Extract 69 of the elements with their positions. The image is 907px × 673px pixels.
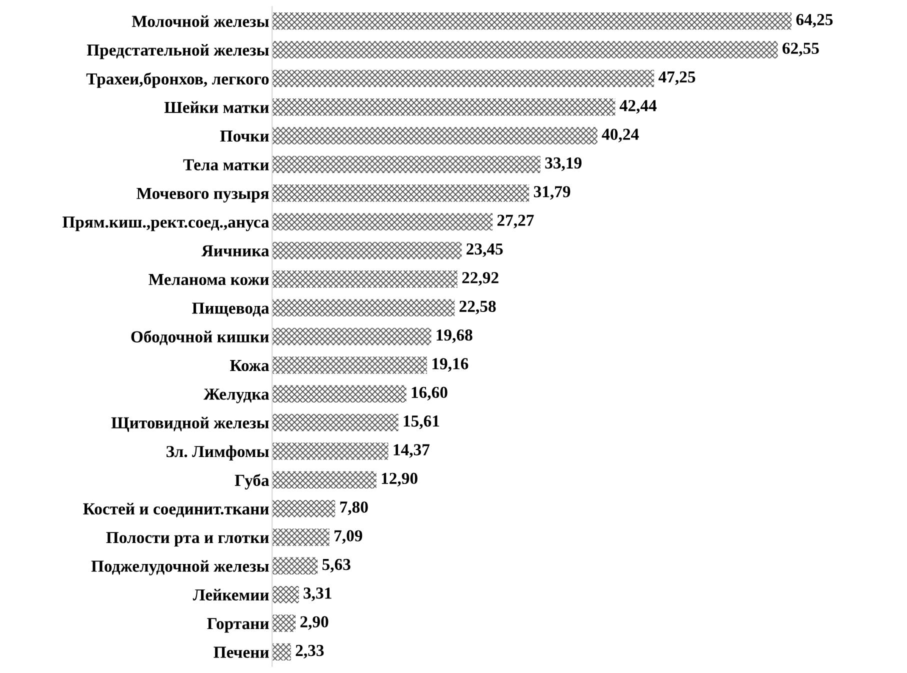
bar: [272, 471, 376, 488]
y-tick-label: Меланома кожи: [148, 274, 269, 286]
y-tick-label: Яичника: [201, 245, 270, 256]
data-label: 42,44: [620, 100, 657, 114]
bar: [272, 614, 296, 632]
y-tick-label: Ободочной кишки: [131, 330, 269, 346]
data-label: 15,61: [404, 416, 440, 430]
y-tick-label: Гортани: [207, 618, 269, 633]
bar: [272, 528, 330, 546]
y-tick-label: Щитовидной железы: [111, 416, 269, 432]
y-tick-label: Полости рта и глотки: [106, 532, 269, 547]
y-tick-label: Предстательной железы: [86, 44, 269, 60]
y-tick-label: Кожа: [230, 360, 270, 372]
bar: [272, 156, 540, 174]
bar: [272, 299, 455, 316]
y-tick-label: Шейки матки: [164, 101, 269, 114]
y-tick-label: Желудка: [204, 388, 270, 404]
y-tick-label: Молочной железы: [132, 15, 269, 28]
y-tick-label: Костей и соединит.ткани: [83, 502, 269, 518]
bar: [272, 385, 406, 402]
data-label: 2,33: [296, 644, 324, 659]
data-label: 22,58: [460, 300, 496, 314]
data-label: 12,90: [382, 472, 418, 486]
data-label: 33,19: [545, 157, 582, 172]
data-label: 40,24: [602, 128, 639, 142]
bar: [272, 500, 336, 518]
y-tick-label: Пищевода: [192, 302, 270, 317]
bar: [272, 356, 428, 374]
data-label: 7,80: [340, 501, 368, 516]
data-label: 27,27: [497, 214, 534, 228]
bar: [272, 213, 493, 230]
bar: [272, 557, 318, 575]
data-label: 16,60: [412, 386, 448, 400]
y-tick-label: Губа: [234, 474, 270, 490]
data-label: 23,45: [466, 243, 503, 258]
data-label: 64,25: [796, 14, 833, 28]
y-tick-label: Трахеи,бронхов, легкого: [86, 72, 269, 88]
bar: [272, 414, 398, 432]
bar: [272, 98, 616, 116]
bar: [272, 12, 792, 30]
data-label: 3,31: [304, 588, 332, 602]
data-label: 22,92: [462, 272, 498, 286]
data-label: 19,16: [432, 358, 468, 372]
data-label: 14,37: [394, 444, 430, 458]
bar: [272, 127, 598, 144]
bar: [272, 270, 458, 288]
data-label: 31,79: [534, 186, 570, 200]
data-label: 47,25: [658, 71, 696, 86]
y-tick-label: Поджелудочной железы: [91, 560, 269, 576]
data-label: 2,90: [300, 616, 328, 630]
bar: [272, 328, 432, 346]
data-label: 62,55: [782, 42, 819, 56]
bar: [272, 41, 778, 58]
y-tick-label: Прям.киш.,рект.соед.,ануса: [62, 216, 270, 232]
y-tick-label: Мочевого пузыря: [136, 188, 269, 202]
bar: [272, 242, 462, 260]
y-tick-label: Печени: [214, 646, 269, 658]
data-label: 19,68: [436, 329, 472, 344]
bar: [272, 643, 291, 661]
y-tick-label: Тела матки: [183, 159, 269, 170]
y-tick-label: Почки: [220, 130, 269, 142]
y-tick-label: Лейкемии: [192, 588, 269, 601]
data-label: 7,09: [334, 530, 362, 544]
bar: [272, 184, 530, 202]
y-tick-label: Зл. Лимфомы: [166, 445, 269, 461]
bar: [272, 70, 654, 88]
data-label: 5,63: [322, 558, 350, 572]
bar: [272, 442, 388, 460]
bar: [272, 586, 299, 604]
